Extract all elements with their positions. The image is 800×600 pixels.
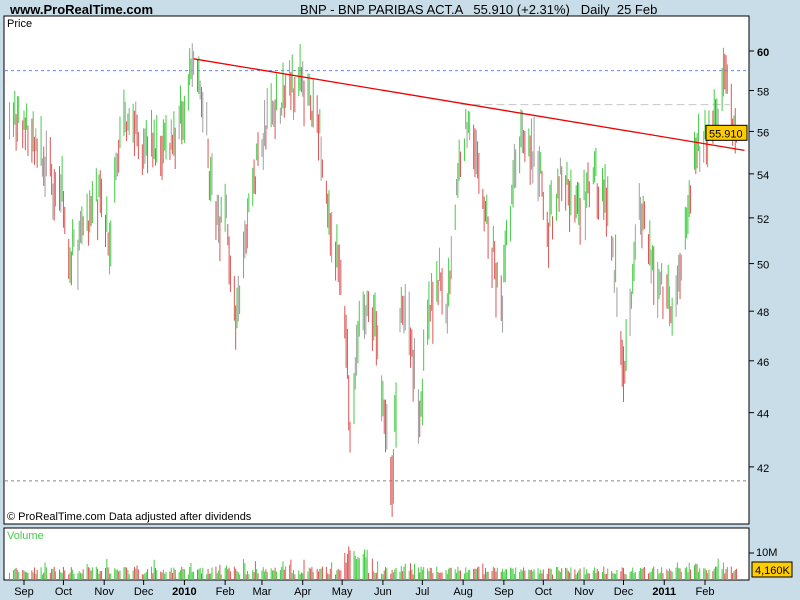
site-name: www.ProRealTime.com [10, 2, 154, 17]
price-panel-label: Price [7, 18, 32, 30]
x-tick-label: Jun [374, 586, 392, 598]
x-tick-label: Apr [294, 586, 311, 598]
x-tick-label: Sep [14, 586, 34, 598]
chart-title: BNP - BNP PARIBAS ACT.A 55.910 (+2.31%) … [300, 2, 658, 17]
x-tick-label: Aug [453, 586, 473, 598]
volume-label: Volume [7, 530, 44, 542]
x-tick-label: Oct [535, 586, 552, 598]
y-tick-label: 50 [757, 260, 769, 272]
y-tick-label: 48 [757, 307, 769, 319]
x-tick-label: Oct [55, 586, 72, 598]
x-tick-label: Nov [94, 586, 114, 598]
volume-tick-10m: 10M [756, 547, 777, 559]
x-tick-label: Dec [134, 586, 154, 598]
y-tick-label: 60 [757, 47, 769, 59]
footer-note: © ProRealTime.com Data adjusted after di… [7, 511, 252, 523]
y-tick-label: 58 [757, 87, 769, 99]
x-tick-label: Feb [216, 586, 235, 598]
y-tick-label: 44 [757, 409, 769, 421]
last-price: 55.910 [709, 128, 743, 140]
last-volume-box: 4,160K [751, 561, 793, 578]
x-tick-label: Nov [574, 586, 594, 598]
x-tick-label: May [332, 586, 353, 598]
y-tick-label: 56 [757, 127, 769, 139]
x-tick-label: Feb [696, 586, 715, 598]
y-tick-label: 42 [757, 463, 769, 475]
x-tick-label: 2010 [172, 586, 196, 598]
x-tick-label: 2011 [652, 586, 676, 598]
y-tick-label: 52 [757, 214, 769, 226]
x-tick-label: Dec [614, 586, 634, 598]
y-tick-label: 46 [757, 357, 769, 369]
x-tick-label: Sep [494, 586, 514, 598]
price-panel [3, 15, 750, 525]
last-price-box: 55.910 [705, 124, 748, 141]
trendline[interactable] [193, 58, 745, 151]
x-tick-label: Jul [415, 586, 429, 598]
x-tick-label: Mar [252, 586, 271, 598]
last-volume: 4,160K [755, 565, 791, 577]
y-tick-label: 54 [757, 170, 769, 182]
